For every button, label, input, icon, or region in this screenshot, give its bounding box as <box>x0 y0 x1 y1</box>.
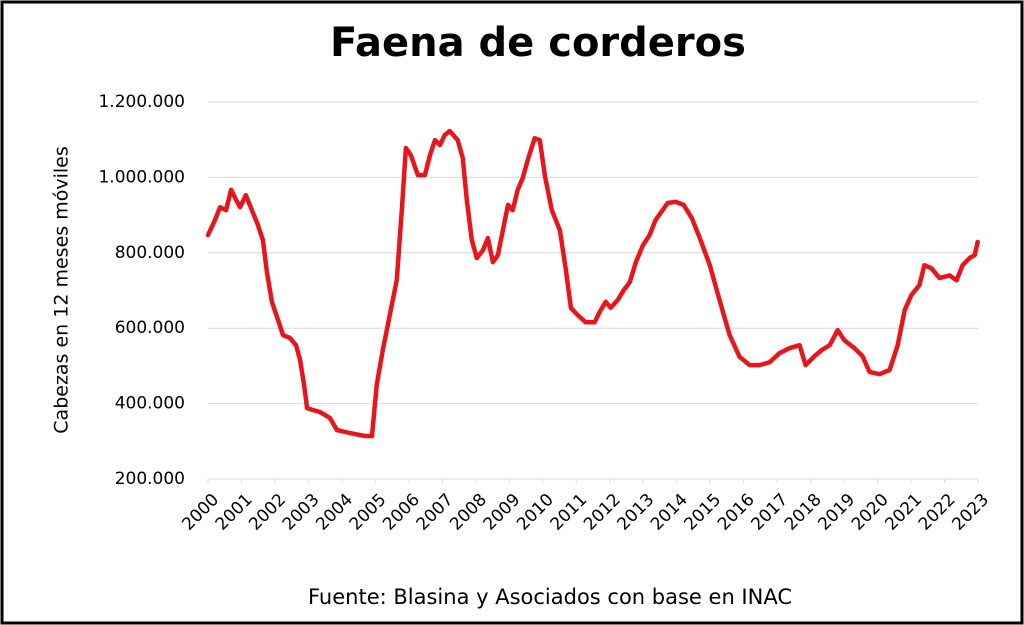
y-axis-label: Cabezas en 12 meses móviles <box>51 146 73 433</box>
y-tick-label: 200.000 <box>115 469 185 489</box>
y-tick-label: 400.000 <box>115 394 185 414</box>
y-tick-label: 1.200.000 <box>98 92 185 112</box>
source-note: Fuente: Blasina y Asociados con base en … <box>308 585 792 609</box>
y-tick-label: 800.000 <box>115 243 185 263</box>
y-tick-label: 1.000.000 <box>98 167 185 187</box>
data-line <box>205 128 980 439</box>
chart-title: Faena de corderos <box>330 20 746 66</box>
y-tick-label: 600.000 <box>115 318 185 338</box>
